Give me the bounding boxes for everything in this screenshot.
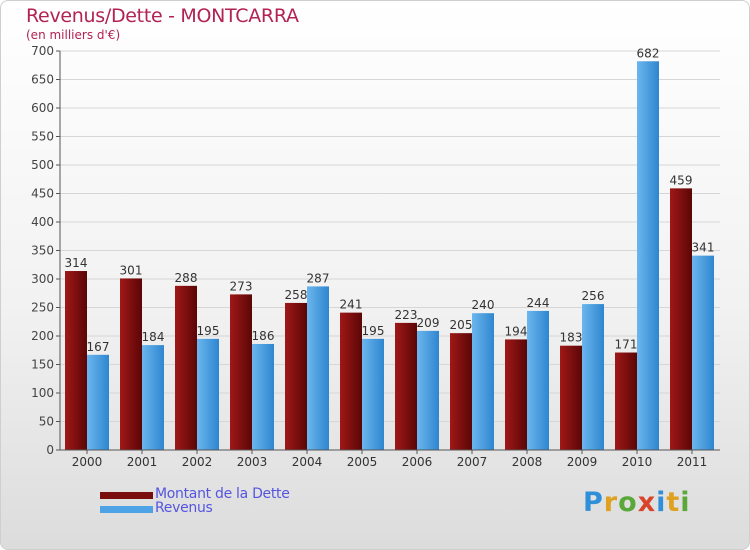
bar-revenue xyxy=(527,310,549,450)
proxiti-logo: Proxiti xyxy=(583,487,691,518)
logo-letter: o xyxy=(618,487,638,518)
y-tick-label: 150 xyxy=(31,358,54,372)
data-label: 244 xyxy=(527,296,550,310)
x-tick-label: 2011 xyxy=(677,455,708,469)
data-label: 256 xyxy=(582,289,605,303)
grid-lines xyxy=(60,50,720,451)
data-label: 287 xyxy=(307,271,330,285)
bar-revenue xyxy=(582,304,604,450)
x-tick-label: 2010 xyxy=(622,455,653,469)
bar-revenue xyxy=(637,61,659,450)
y-tick-label: 700 xyxy=(31,44,54,58)
bar-revenue xyxy=(252,343,274,450)
x-tick-label: 2009 xyxy=(567,455,598,469)
x-tick-label: 2007 xyxy=(457,455,488,469)
data-label: 195 xyxy=(362,324,385,338)
bar-revenue xyxy=(692,255,714,450)
x-tick-label: 2001 xyxy=(127,455,158,469)
bars xyxy=(65,61,714,450)
y-tick-label: 500 xyxy=(31,158,54,172)
data-label: 459 xyxy=(670,173,693,187)
x-tick-label: 2006 xyxy=(402,455,433,469)
y-tick-label: 450 xyxy=(31,187,54,201)
x-tick-label: 2005 xyxy=(347,455,378,469)
bar-revenue xyxy=(417,330,439,450)
bar-revenue xyxy=(362,338,384,450)
logo-letter: i xyxy=(680,487,691,518)
y-tick-label: 650 xyxy=(31,73,54,87)
bar-debt xyxy=(395,322,417,450)
legend-label-revenue: Revenus xyxy=(155,500,213,516)
data-label: 682 xyxy=(637,46,660,60)
data-label: 301 xyxy=(120,263,143,277)
data-label: 223 xyxy=(395,308,418,322)
data-labels: 3141673011842881952731862582872411952232… xyxy=(65,46,715,354)
data-label: 194 xyxy=(505,324,528,338)
y-tick-label: 350 xyxy=(31,244,54,258)
bar-debt xyxy=(560,345,582,450)
bar-debt xyxy=(120,278,142,450)
legend-label-debt: Montant de la Dette xyxy=(155,486,290,502)
bar-revenue xyxy=(472,313,494,450)
bar-revenue xyxy=(307,286,329,450)
data-label: 341 xyxy=(692,241,715,255)
legend-swatch-revenue xyxy=(100,506,153,513)
data-label: 195 xyxy=(197,324,220,338)
data-label: 241 xyxy=(340,298,363,312)
y-tick-label: 200 xyxy=(31,329,54,343)
bar-debt xyxy=(230,294,252,450)
bar-revenue xyxy=(197,338,219,450)
y-tick-label: 300 xyxy=(31,272,54,286)
bar-debt xyxy=(615,352,637,450)
data-label: 184 xyxy=(142,330,165,344)
bar-debt xyxy=(450,333,472,450)
data-label: 314 xyxy=(65,256,88,270)
y-tick-label: 50 xyxy=(39,415,54,429)
x-tick-label: 2002 xyxy=(182,455,213,469)
y-tick-label: 400 xyxy=(31,215,54,229)
data-label: 209 xyxy=(417,316,440,330)
x-tick-label: 2004 xyxy=(292,455,323,469)
x-axis: 2000 2001 2002 2003 2004 2005 2006 2007 2008 2009… xyxy=(60,449,720,469)
data-label: 186 xyxy=(252,329,275,343)
data-label: 240 xyxy=(472,298,495,312)
y-tick-label: 0 xyxy=(46,443,54,457)
data-label: 288 xyxy=(175,271,198,285)
logo-letter: t xyxy=(666,487,681,518)
bar-revenue xyxy=(142,345,164,450)
chart-title: Revenus/Dette - MONTCARRA xyxy=(26,5,299,27)
y-tick-label: 250 xyxy=(31,301,54,315)
data-label: 205 xyxy=(450,318,473,332)
data-label: 167 xyxy=(87,340,110,354)
bar-debt xyxy=(340,312,362,450)
logo-letter: r xyxy=(603,487,619,518)
logo-letter: i xyxy=(656,487,667,518)
bar-debt xyxy=(285,302,307,450)
y-tick-label: 600 xyxy=(31,101,54,115)
bar-debt xyxy=(175,285,197,450)
bar-debt xyxy=(505,339,527,450)
chart-subtitle: (en milliers d'€) xyxy=(26,28,121,42)
bar-revenue xyxy=(87,354,109,450)
data-label: 183 xyxy=(560,331,583,345)
data-label: 258 xyxy=(285,288,308,302)
y-tick-label: 550 xyxy=(31,130,54,144)
bar-debt xyxy=(65,271,87,450)
y-tick-label: 100 xyxy=(31,386,54,400)
logo-letter: x xyxy=(637,487,657,518)
x-tick-label: 2003 xyxy=(237,455,268,469)
x-tick-label: 2000 xyxy=(72,455,103,469)
bar-debt xyxy=(670,188,692,450)
data-label: 273 xyxy=(230,279,253,293)
data-label: 171 xyxy=(615,338,638,352)
y-axis: 0 50 100 150 200 250 300 350 400 450 500 550 600 650 7… xyxy=(31,44,61,457)
logo-letter: P xyxy=(583,487,604,518)
legend-swatch-debt xyxy=(100,492,153,499)
x-tick-label: 2008 xyxy=(512,455,543,469)
